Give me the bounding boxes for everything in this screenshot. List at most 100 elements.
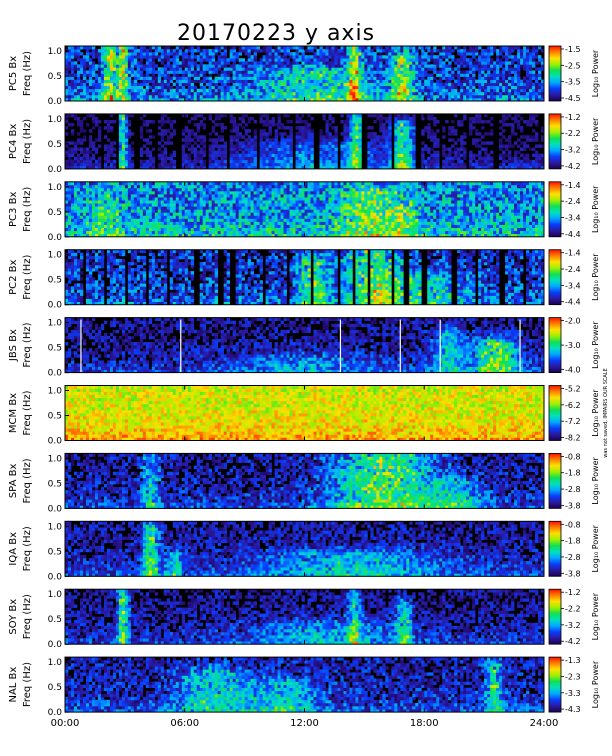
- spectrogram-cell: [199, 79, 204, 84]
- spectrogram-cell: [304, 64, 308, 68]
- spectrogram-cell: [244, 141, 248, 145]
- spectrogram-cell: [424, 82, 428, 87]
- spectrogram-cell: [202, 135, 207, 139]
- spectrogram-cell: [406, 64, 410, 68]
- spectrogram-cell: [346, 97, 350, 102]
- spectrogram-cell: [343, 97, 347, 102]
- spectrogram-cell: [523, 141, 527, 145]
- spectrogram-cell: [244, 46, 248, 50]
- spectrogram-cell: [523, 94, 527, 99]
- spectrogram-cell: [136, 209, 141, 213]
- spectrogram-cell: [379, 165, 383, 170]
- spectrogram-cell: [529, 162, 533, 167]
- spectrogram-cell: [127, 70, 132, 74]
- spectrogram-cell: [142, 215, 147, 219]
- spectrogram-cell: [85, 230, 90, 235]
- spectrogram-cell: [121, 46, 126, 50]
- spectrogram-cell: [172, 73, 177, 77]
- spectrogram-cell: [220, 147, 225, 151]
- spectrogram-cell: [460, 141, 464, 145]
- spectrogram-cell: [118, 162, 123, 167]
- spectrogram-cell: [73, 67, 78, 71]
- spectrogram-cell: [115, 94, 120, 99]
- spectrogram-cell: [265, 156, 269, 161]
- spectrogram-cell: [319, 79, 323, 84]
- spectrogram-cell: [103, 190, 108, 195]
- spectrogram-cell: [328, 61, 332, 65]
- spectrogram-cell: [295, 135, 299, 139]
- spectrogram-cell: [259, 150, 263, 154]
- spectrogram-cell: [487, 91, 491, 96]
- spectrogram-cell: [235, 73, 239, 77]
- spectrogram-cell: [190, 73, 195, 77]
- spectrogram-cell: [65, 197, 69, 201]
- spectrogram-cell: [538, 46, 542, 50]
- spectrogram-cell: [394, 79, 398, 84]
- spectrogram-cell: [505, 85, 509, 90]
- spectrogram-cell: [310, 70, 314, 74]
- spectrogram-cell: [277, 126, 281, 130]
- spectrogram-cell: [526, 46, 530, 50]
- spectrogram-cell: [232, 156, 236, 161]
- spectrogram-cell: [295, 132, 299, 136]
- spectrogram-cell: [127, 181, 132, 186]
- spectrogram-cell: [364, 94, 368, 99]
- spectrogram-cell: [490, 165, 494, 170]
- spectrogram-cell: [145, 206, 150, 210]
- spectrogram-cell: [106, 88, 111, 93]
- spectrogram-cell: [304, 82, 308, 87]
- spectrogram-cell: [475, 52, 479, 56]
- spectrogram-cell: [133, 82, 138, 87]
- spectrogram-cell: [295, 70, 299, 74]
- spectrogram-cell: [367, 91, 371, 96]
- spectrogram-cell: [517, 138, 521, 142]
- spectrogram-cell: [151, 67, 156, 71]
- spectrogram-cell: [79, 46, 84, 50]
- spectrogram-cell: [502, 70, 506, 74]
- spectrogram-cell: [130, 113, 135, 118]
- spectrogram-cell: [346, 61, 350, 65]
- spectrogram-cell: [328, 135, 332, 139]
- spectrogram-cell: [292, 70, 296, 74]
- spectrogram-cell: [199, 97, 204, 102]
- spectrogram-cell: [352, 46, 356, 50]
- spectrogram-cell: [166, 85, 171, 90]
- spectrogram-cell: [184, 165, 189, 170]
- spectrogram-cell: [70, 61, 75, 65]
- spectrogram-cell: [193, 162, 198, 167]
- spectrogram-cell: [523, 85, 527, 90]
- spectrogram-cell: [271, 64, 275, 68]
- spectrogram-cell: [289, 94, 293, 99]
- spectrogram-cell: [124, 197, 129, 201]
- spectrogram-cell: [319, 135, 323, 139]
- spectrogram-cell: [130, 147, 135, 151]
- spectrogram-cell: [397, 61, 401, 65]
- spectrogram-cell: [151, 200, 156, 204]
- spectrogram-cell: [394, 159, 398, 164]
- spectrogram-cell: [382, 162, 386, 167]
- spectrogram-cell: [172, 52, 177, 56]
- spectrogram-cell: [457, 156, 461, 161]
- spectrogram-cell: [292, 88, 296, 93]
- spectrogram-cell: [418, 55, 422, 59]
- spectrogram-cell: [232, 49, 236, 53]
- spectrogram-cell: [277, 58, 281, 62]
- spectrogram-cell: [400, 113, 404, 118]
- spectrogram-cell: [136, 181, 141, 186]
- spectrogram-cell: [91, 221, 96, 225]
- spectrogram-cell: [301, 55, 305, 59]
- spectrogram-cell: [118, 58, 123, 62]
- spectrogram-cell: [343, 55, 347, 59]
- spectrogram-cell: [478, 116, 482, 121]
- spectrogram-cell: [211, 82, 216, 87]
- spectrogram-cell: [151, 209, 156, 213]
- spectrogram-cell: [202, 153, 207, 158]
- spectrogram-cell: [409, 132, 413, 136]
- spectrogram-cell: [523, 88, 527, 93]
- spectrogram-cell: [280, 61, 284, 65]
- spectrogram-cell: [130, 218, 135, 222]
- spectrogram-cell: [328, 162, 332, 167]
- spectrogram-cell: [247, 97, 251, 102]
- spectrogram-cell: [154, 85, 159, 90]
- spectrogram-cell: [325, 141, 329, 145]
